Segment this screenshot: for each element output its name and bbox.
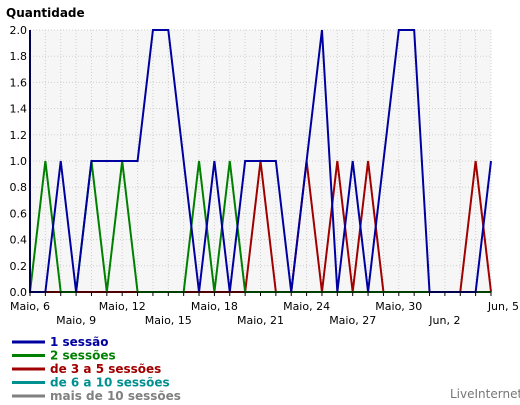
- y-tick-label: 1.8: [10, 50, 28, 63]
- legend-label: 1 sessão: [50, 335, 108, 349]
- x-tick-label: Maio, 27: [329, 314, 376, 327]
- y-tick-label: 0.2: [10, 260, 28, 273]
- y-tick-label: 0.8: [10, 181, 28, 194]
- x-tick-label: Maio, 24: [283, 300, 330, 313]
- x-tick-label: Jun, 5: [487, 300, 519, 313]
- legend-label: mais de 10 sessões: [50, 389, 181, 403]
- legend-label: 2 sessões: [50, 349, 116, 363]
- brand-label: LiveInternet: [450, 387, 520, 401]
- y-tick-label: 2.0: [10, 24, 28, 37]
- y-tick-label: 1.2: [10, 129, 28, 142]
- x-tick-label: Maio, 9: [56, 314, 96, 327]
- y-tick-label: 1.6: [10, 76, 28, 89]
- y-tick-label: 0.4: [10, 234, 28, 247]
- y-tick-label: 0.6: [10, 207, 28, 220]
- tick-labels: 0.0 0.2 0.4 0.6 0.8 1.0 1.2 1.4 1.6 1.8 2.0 Maio, 6…: [10, 24, 520, 327]
- y-tick-label: 1.0: [10, 155, 28, 168]
- x-tick-label: Maio, 21: [237, 314, 284, 327]
- y-axis-title: Quantidade: [6, 6, 85, 20]
- series-line: [29, 29, 492, 293]
- y-tick-label: 0.0: [10, 286, 28, 299]
- x-tick-label: Maio, 6: [10, 300, 50, 313]
- x-tick-label: Maio, 30: [375, 300, 422, 313]
- x-tick-label: Maio, 12: [99, 300, 146, 313]
- x-tick-label: Maio, 15: [145, 314, 192, 327]
- x-tick-label: Jun, 2: [428, 314, 460, 327]
- y-tick-label: 1.4: [10, 103, 28, 116]
- axes: [29, 30, 492, 296]
- legend-label: de 3 a 5 sessões: [50, 362, 161, 376]
- legend-label: de 6 a 10 sessões: [50, 376, 170, 390]
- x-tick-label: Maio, 18: [191, 300, 238, 313]
